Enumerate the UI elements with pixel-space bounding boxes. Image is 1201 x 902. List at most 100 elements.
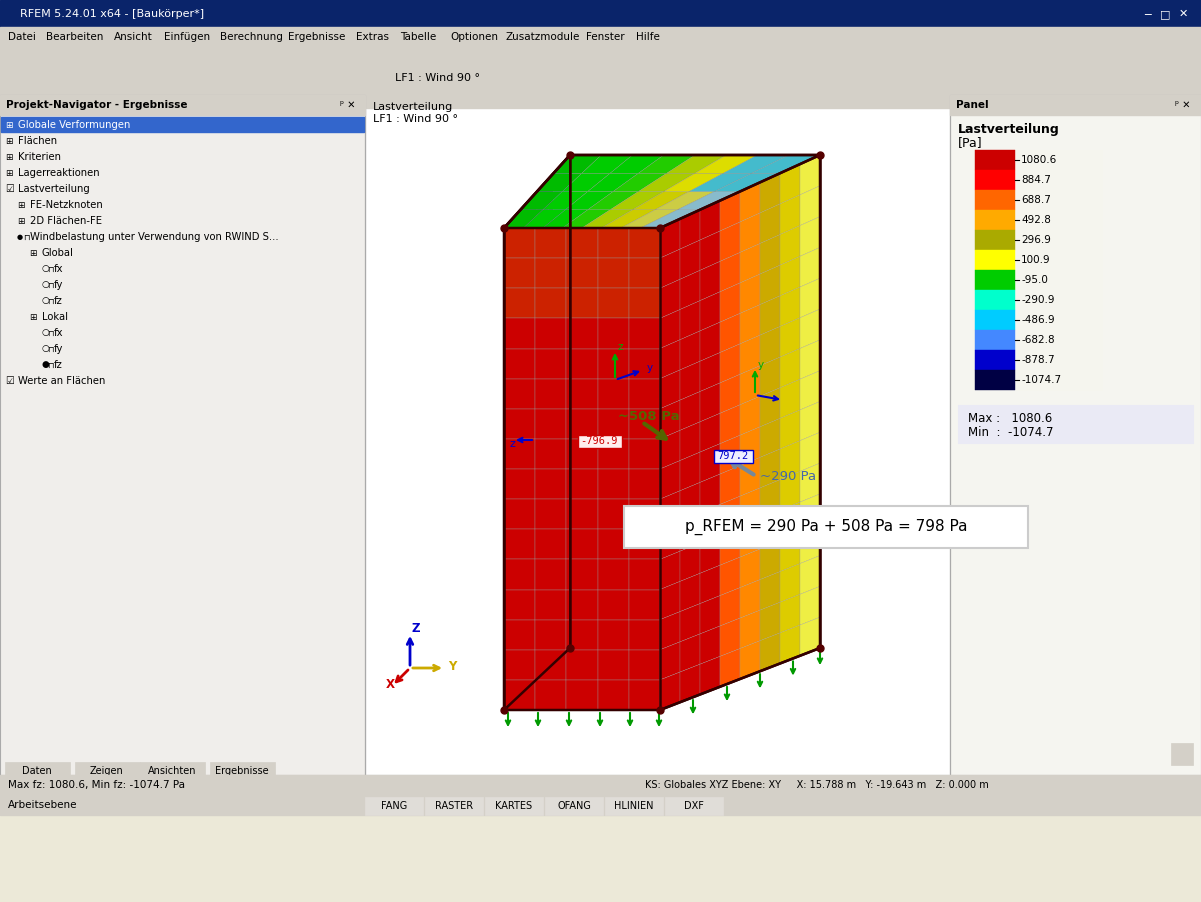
Polygon shape [800,371,820,410]
Bar [975,290,1015,310]
Text: Daten: Daten [22,766,52,776]
Polygon shape [520,618,537,664]
Text: ○: ○ [41,297,49,306]
Polygon shape [800,556,820,594]
Polygon shape [554,155,602,173]
Polygon shape [661,551,680,590]
Polygon shape [504,574,520,620]
Polygon shape [721,313,740,353]
Polygon shape [567,379,598,409]
Polygon shape [664,173,723,191]
Polygon shape [520,283,537,331]
Text: fz: fz [54,296,62,306]
Polygon shape [567,529,598,559]
Polygon shape [581,155,633,173]
Text: Globale Verformungen: Globale Verformungen [18,120,131,130]
Polygon shape [598,559,629,590]
Polygon shape [504,664,520,710]
Text: 100.9: 100.9 [1021,255,1051,265]
Text: ●: ● [17,234,23,240]
Polygon shape [661,521,680,559]
Polygon shape [740,580,760,618]
Bar [210,762,275,780]
Polygon shape [536,559,567,590]
Polygon shape [536,258,567,289]
Polygon shape [715,173,779,191]
Text: -796.9: -796.9 [580,436,617,446]
Polygon shape [543,191,587,210]
FancyBboxPatch shape [625,506,1028,548]
Polygon shape [760,357,779,396]
Polygon shape [543,210,587,228]
Polygon shape [800,186,820,226]
Polygon shape [567,318,598,348]
Text: -682.8: -682.8 [1021,335,1054,345]
Polygon shape [721,283,740,322]
Polygon shape [760,480,779,519]
Polygon shape [760,449,779,488]
Polygon shape [661,219,680,258]
Polygon shape [554,216,570,265]
Polygon shape [537,633,554,679]
Polygon shape [779,441,800,480]
Bar [975,270,1015,290]
Bar [0,68,1201,88]
Text: Windbelastung unter Verwendung von RWIND S...: Windbelastung unter Verwendung von RWIND… [30,232,279,242]
Text: Arbeitsebene: Arbeitsebene [8,800,78,810]
Text: Tabelle: Tabelle [400,32,436,42]
Polygon shape [598,348,629,379]
Text: 797.2: 797.2 [717,451,748,461]
Bar [975,190,1015,210]
Text: Y: Y [448,659,456,673]
Polygon shape [680,543,700,582]
Polygon shape [800,309,820,348]
Polygon shape [760,633,779,671]
Polygon shape [554,556,570,603]
Text: ⊓: ⊓ [47,328,54,337]
Polygon shape [567,439,598,469]
Polygon shape [567,348,598,379]
Polygon shape [598,590,629,620]
Polygon shape [629,649,661,680]
Text: ⊓: ⊓ [47,345,54,354]
Polygon shape [661,612,680,649]
Polygon shape [536,649,567,680]
Polygon shape [567,590,598,620]
Polygon shape [536,289,567,318]
Polygon shape [504,529,536,559]
Text: -290.9: -290.9 [1021,295,1054,305]
Polygon shape [504,680,536,710]
Bar [975,230,1015,250]
Bar [0,775,1201,795]
Polygon shape [680,483,700,521]
Polygon shape [598,499,629,529]
Text: z: z [619,342,623,352]
Polygon shape [680,240,700,280]
Polygon shape [504,559,536,590]
Polygon shape [639,155,695,173]
Polygon shape [504,590,536,620]
Text: Extras: Extras [355,32,389,42]
Polygon shape [740,519,760,557]
Text: fx: fx [54,328,64,338]
Polygon shape [504,439,536,469]
Polygon shape [504,499,536,529]
Polygon shape [567,620,598,649]
Polygon shape [537,541,554,587]
Polygon shape [537,572,554,618]
Text: Lokal: Lokal [42,312,68,322]
Bar [0,95,365,115]
Text: -878.7: -878.7 [1021,355,1054,365]
Bar [958,405,1193,443]
Bar [975,310,1015,330]
Polygon shape [700,231,721,271]
Polygon shape [740,457,760,496]
Polygon shape [779,287,800,327]
Text: ○: ○ [41,345,49,354]
Polygon shape [800,278,820,318]
Text: ○: ○ [41,328,49,337]
Text: Ansicht: Ansicht [114,32,153,42]
Polygon shape [554,247,570,296]
Polygon shape [721,587,740,626]
Polygon shape [602,210,655,228]
